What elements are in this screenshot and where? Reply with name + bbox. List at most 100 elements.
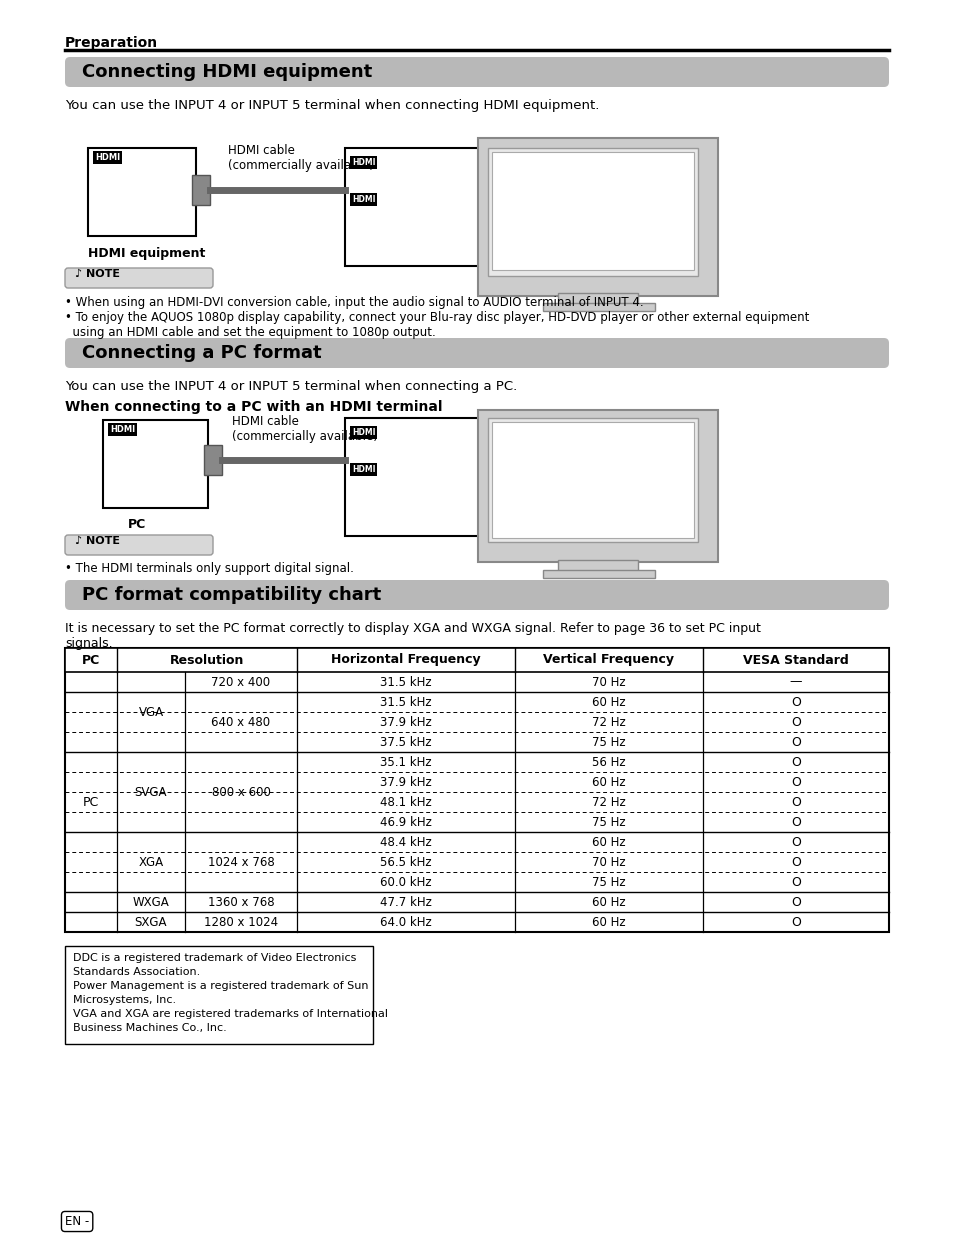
Bar	[192, 175, 210, 205]
Text: Horizontal Frequency: Horizontal Frequency	[331, 653, 480, 667]
Text: 75 Hz: 75 Hz	[592, 736, 625, 748]
Text: SXGA: SXGA	[134, 915, 167, 929]
Bar	[65, 946, 373, 1044]
Text: 60 Hz: 60 Hz	[592, 776, 625, 788]
Text: PC: PC	[128, 517, 146, 531]
FancyBboxPatch shape	[65, 268, 213, 288]
Text: VESA Standard: VESA Standard	[742, 653, 848, 667]
Bar	[477, 410, 718, 562]
Text: HDMI cable
(commercially available): HDMI cable (commercially available)	[228, 144, 374, 172]
Text: O: O	[790, 895, 801, 909]
Text: 56.5 kHz: 56.5 kHz	[380, 856, 432, 868]
Text: 70 Hz: 70 Hz	[592, 856, 625, 868]
Text: 60 Hz: 60 Hz	[592, 895, 625, 909]
Text: Connecting a PC format: Connecting a PC format	[82, 345, 321, 362]
Text: ♪ NOTE: ♪ NOTE	[75, 269, 120, 279]
Text: O: O	[790, 736, 801, 748]
Text: HDMI cable
(commercially available): HDMI cable (commercially available)	[232, 415, 377, 443]
Text: 37.9 kHz: 37.9 kHz	[379, 776, 432, 788]
Bar	[65, 648, 888, 932]
Text: 1360 x 768: 1360 x 768	[208, 895, 274, 909]
Text: 1280 x 1024: 1280 x 1024	[204, 915, 277, 929]
Text: HDMI: HDMI	[110, 425, 135, 433]
Text: HDMI: HDMI	[352, 466, 375, 474]
FancyBboxPatch shape	[65, 580, 888, 610]
Bar	[558, 293, 638, 305]
Text: 60 Hz: 60 Hz	[592, 915, 625, 929]
Text: Resolution: Resolution	[170, 653, 244, 667]
Text: HDMI: HDMI	[95, 153, 120, 162]
Bar	[65, 648, 888, 672]
Text: 60 Hz: 60 Hz	[592, 836, 625, 848]
Text: 31.5 kHz: 31.5 kHz	[380, 676, 432, 688]
Text: 72 Hz: 72 Hz	[592, 795, 625, 809]
Text: Preparation: Preparation	[65, 36, 158, 49]
FancyBboxPatch shape	[65, 535, 213, 555]
Text: 800 x 600: 800 x 600	[212, 785, 270, 799]
Text: 1024 x 768: 1024 x 768	[208, 856, 274, 868]
Text: O: O	[790, 795, 801, 809]
Text: SVGA: SVGA	[134, 785, 167, 799]
Text: • The HDMI terminals only support digital signal.: • The HDMI terminals only support digita…	[65, 562, 354, 576]
Text: PC: PC	[83, 795, 99, 809]
Bar	[488, 148, 698, 275]
Text: 46.9 kHz: 46.9 kHz	[379, 815, 432, 829]
Text: PC: PC	[82, 653, 100, 667]
Text: XGA: XGA	[138, 856, 163, 868]
Text: 70 Hz: 70 Hz	[592, 676, 625, 688]
Text: O: O	[790, 815, 801, 829]
Text: WXGA: WXGA	[132, 895, 170, 909]
Text: VGA: VGA	[138, 705, 163, 719]
Text: HDMI: HDMI	[352, 429, 375, 437]
Text: 31.5 kHz: 31.5 kHz	[380, 695, 432, 709]
Text: 64.0 kHz: 64.0 kHz	[379, 915, 432, 929]
Text: 72 Hz: 72 Hz	[592, 715, 625, 729]
Text: 47.7 kHz: 47.7 kHz	[379, 895, 432, 909]
Text: It is necessary to set the PC format correctly to display XGA and WXGA signal. R: It is necessary to set the PC format cor…	[65, 622, 760, 650]
Bar	[542, 571, 655, 578]
Text: O: O	[790, 915, 801, 929]
Text: —: —	[789, 676, 801, 688]
Text: 48.1 kHz: 48.1 kHz	[379, 795, 432, 809]
Bar	[103, 420, 208, 508]
Bar	[542, 303, 655, 311]
Text: You can use the INPUT 4 or INPUT 5 terminal when connecting HDMI equipment.: You can use the INPUT 4 or INPUT 5 termi…	[65, 99, 598, 112]
Text: HDMI: HDMI	[352, 158, 375, 167]
Text: • When using an HDMI-DVI conversion cable, input the audio signal to AUDIO termi: • When using an HDMI-DVI conversion cabl…	[65, 296, 643, 309]
Text: 37.9 kHz: 37.9 kHz	[379, 715, 432, 729]
Bar	[477, 138, 718, 296]
Bar	[345, 417, 490, 536]
Text: O: O	[790, 856, 801, 868]
FancyBboxPatch shape	[65, 338, 888, 368]
Text: • To enjoy the AQUOS 1080p display capability, connect your Blu-ray disc player,: • To enjoy the AQUOS 1080p display capab…	[65, 311, 808, 338]
Text: 35.1 kHz: 35.1 kHz	[380, 756, 432, 768]
Text: 640 x 480: 640 x 480	[212, 715, 271, 729]
Text: Vertical Frequency: Vertical Frequency	[543, 653, 674, 667]
Text: 48.4 kHz: 48.4 kHz	[379, 836, 432, 848]
Text: O: O	[790, 836, 801, 848]
Text: EN -: EN -	[65, 1215, 90, 1228]
Text: 75 Hz: 75 Hz	[592, 815, 625, 829]
Text: You can use the INPUT 4 or INPUT 5 terminal when connecting a PC.: You can use the INPUT 4 or INPUT 5 termi…	[65, 380, 517, 393]
Text: PC format compatibility chart: PC format compatibility chart	[82, 585, 381, 604]
Text: HDMI: HDMI	[352, 195, 375, 204]
Text: 75 Hz: 75 Hz	[592, 876, 625, 888]
Bar	[488, 417, 698, 542]
Text: O: O	[790, 776, 801, 788]
Text: O: O	[790, 876, 801, 888]
Bar	[492, 152, 693, 270]
Text: 56 Hz: 56 Hz	[592, 756, 625, 768]
Text: O: O	[790, 695, 801, 709]
FancyBboxPatch shape	[65, 57, 888, 86]
Text: 60 Hz: 60 Hz	[592, 695, 625, 709]
Text: DDC is a registered trademark of Video Electronics
Standards Association.
Power : DDC is a registered trademark of Video E…	[73, 953, 388, 1032]
Text: 37.5 kHz: 37.5 kHz	[380, 736, 432, 748]
Bar	[88, 148, 195, 236]
Bar	[558, 559, 638, 572]
Bar	[345, 148, 490, 266]
Bar	[492, 422, 693, 538]
Text: When connecting to a PC with an HDMI terminal: When connecting to a PC with an HDMI ter…	[65, 400, 442, 414]
Text: Connecting HDMI equipment: Connecting HDMI equipment	[82, 63, 372, 82]
Text: O: O	[790, 756, 801, 768]
Text: O: O	[790, 715, 801, 729]
